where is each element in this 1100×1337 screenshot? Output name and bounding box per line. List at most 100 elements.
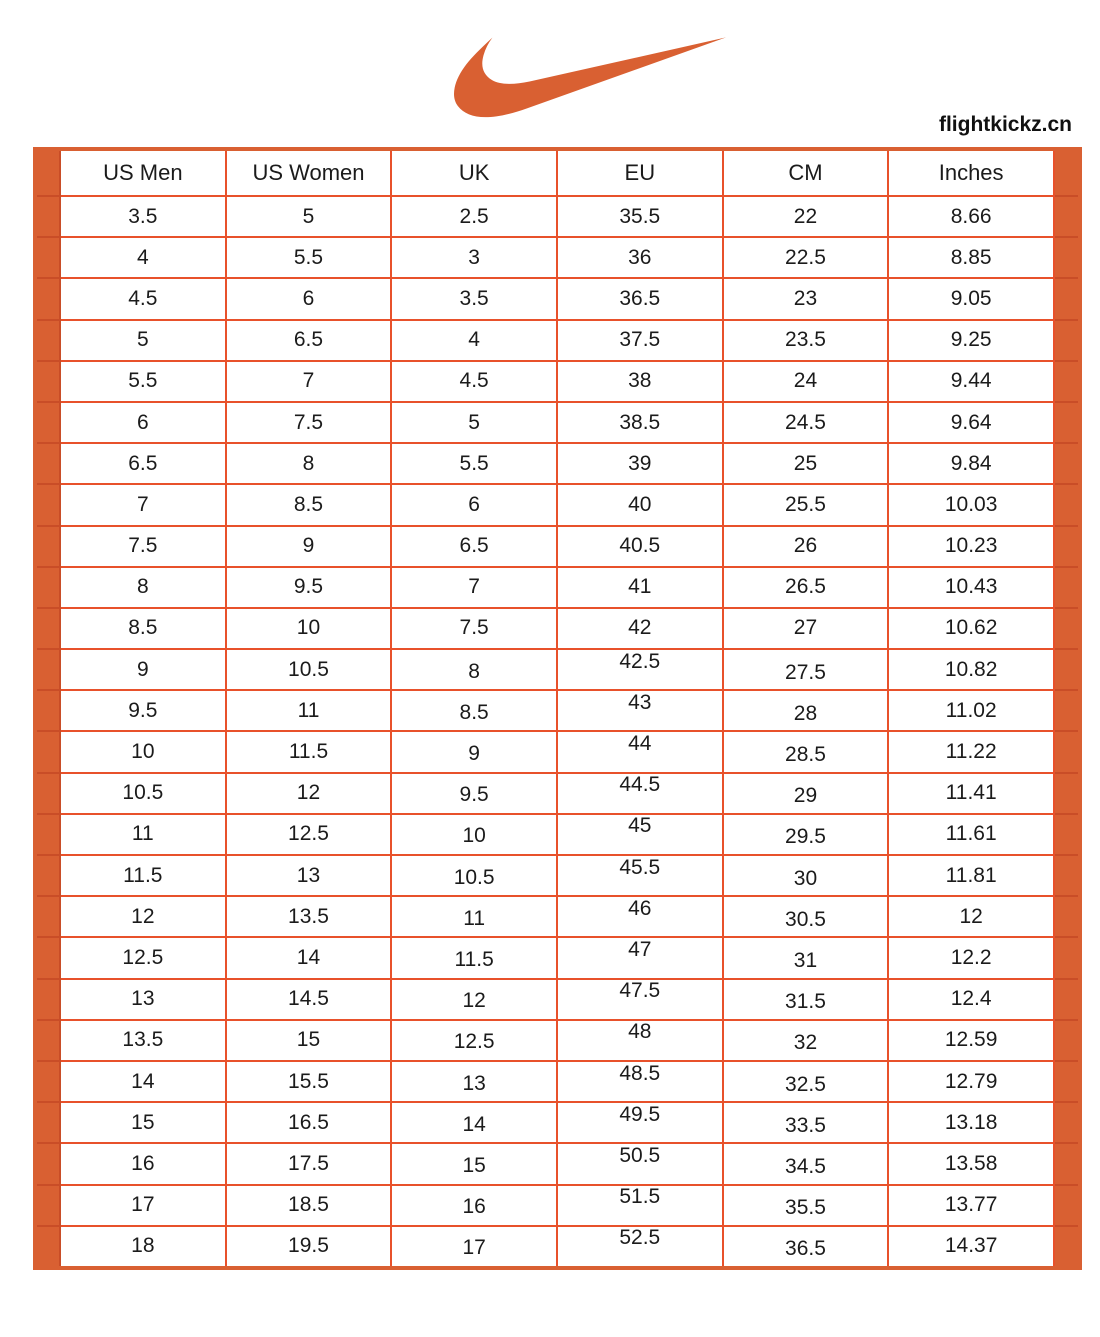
accent-strip-cell: [1053, 524, 1081, 568]
table-cell-us-men: 4.5: [59, 277, 227, 321]
cell-value: 9.64: [950, 410, 992, 434]
cell-value: 35.5: [619, 204, 661, 228]
cell-value: 17: [131, 1193, 155, 1217]
table-cell-eu: 47.5: [555, 977, 724, 1021]
cell-value: 8: [468, 659, 480, 683]
table-cell-uk: 13: [390, 1059, 558, 1104]
cell-value: 6: [136, 410, 149, 434]
table-cell-uk: 8.5: [390, 689, 558, 733]
table-cell-cm: 22: [721, 194, 890, 239]
accent-strip-cell: [34, 689, 61, 733]
accent-strip-cell: [34, 1101, 61, 1145]
table-cell-inches: 10.82: [887, 648, 1055, 692]
cell-value: 15: [131, 1110, 155, 1134]
table-cell-us-men: 7: [59, 483, 227, 527]
table-cell-inches: 9.44: [887, 359, 1055, 403]
cell-value: 5: [302, 204, 315, 228]
table-cell-us-men: 12: [59, 895, 227, 939]
table-cell-eu: 50.5: [555, 1142, 724, 1186]
cell-value: 8.66: [950, 204, 992, 228]
cell-value: 18: [131, 1234, 155, 1258]
table-cell-cm: 35.5: [721, 1183, 890, 1227]
cell-value: 11: [297, 698, 320, 722]
cell-value: 9.5: [459, 783, 489, 807]
cell-value: 7: [302, 369, 315, 393]
cell-value: 44: [628, 732, 652, 756]
cell-value: 10.82: [944, 657, 998, 681]
cell-value: 28.5: [785, 743, 826, 767]
cell-value: 5.5: [293, 245, 324, 269]
table-cell-eu: 41: [555, 565, 724, 609]
table-cell-us-women: 8.5: [224, 483, 393, 527]
accent-strip-cell: [1053, 318, 1081, 362]
table-cell-us-women: 7.5: [224, 400, 393, 445]
cell-value: 12.5: [288, 822, 329, 846]
table-cell-us-men: 10.5: [59, 771, 227, 815]
accent-strip-cell: [34, 730, 61, 774]
table-cell-us-women: 6: [224, 277, 393, 321]
table-cell-cm: 25: [721, 442, 890, 486]
table-row: 5 6.5 4 37.5 23.5 9.25: [34, 318, 1081, 362]
table-row: 13.5 15 12.5 48 32 12.59: [34, 1018, 1081, 1062]
cell-value: 12.59: [944, 1028, 998, 1052]
table-cell-inches: 13.58: [887, 1142, 1055, 1186]
accent-strip-cell: [34, 771, 61, 815]
cell-value: 10.43: [944, 575, 998, 599]
cell-value: 11.61: [945, 822, 997, 846]
accent-strip-cell: [1053, 977, 1081, 1021]
cell-value: 13: [296, 863, 321, 887]
accent-strip-cell: [34, 524, 61, 568]
table-cell-uk: 12.5: [390, 1018, 558, 1062]
cell-value: 15: [296, 1028, 321, 1052]
table-cell-us-women: 9: [224, 524, 393, 568]
cell-value: 30.5: [785, 907, 826, 931]
table-cell-inches: 10.43: [887, 565, 1055, 609]
header-row: US Men US Women UK EU CM Inches: [34, 148, 1081, 197]
accent-strip-right: [1053, 148, 1081, 197]
cell-value: 38.5: [619, 410, 661, 434]
cell-value: 40: [628, 492, 652, 516]
cell-value: 19.5: [288, 1234, 329, 1258]
cell-value: 3: [468, 245, 480, 269]
cell-value: 50.5: [619, 1143, 661, 1167]
cell-value: 11.5: [288, 740, 329, 764]
cell-value: 25: [793, 451, 818, 475]
cell-value: 3.5: [459, 286, 489, 310]
cell-value: 26.5: [785, 575, 826, 599]
cell-value: 28: [793, 701, 818, 725]
cell-value: 9.5: [128, 698, 158, 722]
table-cell-us-men: 4: [59, 236, 227, 280]
cell-value: 22.5: [785, 245, 826, 269]
cell-value: 36.5: [785, 1237, 826, 1261]
cell-value: 10: [296, 616, 321, 640]
accent-strip-cell: [1053, 1059, 1081, 1104]
cell-value: 4.5: [128, 286, 158, 310]
cell-value: 33.5: [785, 1113, 826, 1137]
accent-strip-cell: [1053, 194, 1081, 239]
table-cell-cm: 36.5: [721, 1224, 890, 1269]
cell-value: 13: [462, 1071, 486, 1095]
cell-value: 12.2: [950, 945, 992, 969]
table-row: 4 5.5 3 36 22.5 8.85: [34, 236, 1081, 280]
table-cell-cm: 29.5: [721, 812, 890, 857]
cell-value: 52.5: [619, 1226, 661, 1250]
cell-value: 7.5: [293, 410, 324, 434]
table-cell-us-men: 3.5: [59, 194, 227, 239]
table-cell-cm: 30.5: [721, 895, 890, 939]
cell-value: 10: [131, 740, 155, 764]
cell-value: 31: [793, 948, 818, 972]
accent-strip-cell: [1053, 565, 1081, 609]
accent-strip-cell: [34, 812, 61, 857]
cell-value: 7.5: [128, 534, 158, 558]
accent-strip-left: [34, 148, 61, 197]
accent-strip-cell: [1053, 1142, 1081, 1186]
table-cell-us-women: 18.5: [224, 1183, 393, 1227]
cell-value: 46: [628, 896, 652, 920]
table-cell-uk: 5.5: [390, 442, 558, 486]
table-cell-cm: 26: [721, 524, 890, 568]
table-cell-uk: 3.5: [390, 277, 558, 321]
table-cell-inches: 9.64: [887, 400, 1055, 445]
cell-value: 36.5: [619, 286, 661, 310]
accent-strip-cell: [1053, 236, 1081, 280]
